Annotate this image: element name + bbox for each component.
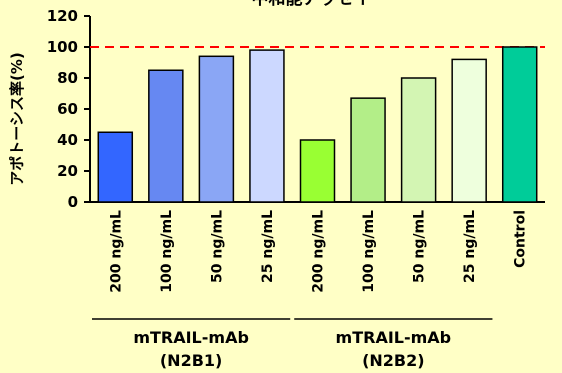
y-tick-label: 20 [57, 162, 78, 180]
y-axis-title: アポトーシス率(%) [8, 52, 26, 185]
group-label-line2: (N2B1) [160, 351, 222, 370]
y-tick-label: 60 [57, 100, 78, 118]
chart-title: 中和能アッセイ [252, 0, 371, 9]
category-label: 50 ng/mL [209, 210, 225, 283]
group-labels: mTRAIL-mAb (N2B1) mTRAIL-mAb (N2B2) [92, 318, 493, 370]
y-tick-label: 40 [57, 131, 78, 149]
y-tick-label: 80 [57, 69, 78, 87]
bars [97, 46, 538, 203]
bar [148, 69, 184, 203]
bar [198, 55, 235, 203]
category-label: 25 ng/mL [260, 210, 276, 283]
bar [400, 77, 437, 203]
y-tick-label: 100 [47, 38, 78, 56]
y-ticks: 0 20 40 60 80 100 120 [47, 7, 90, 211]
bar [451, 58, 487, 203]
bar [299, 139, 336, 203]
bar [249, 49, 285, 203]
group-label-line1: mTRAIL-mAb [133, 328, 249, 347]
category-label: 200 ng/mL [108, 210, 124, 293]
y-tick-label: 0 [68, 193, 78, 211]
y-tick-label: 120 [47, 7, 78, 25]
bar [350, 97, 386, 203]
category-label: 200 ng/mL [311, 210, 327, 293]
category-labels: 200 ng/mL 100 ng/mL 50 ng/mL 25 ng/mL 200 ng… [108, 210, 528, 293]
category-label: 100 ng/mL [159, 210, 175, 293]
y-axis-title-group: アポトーシス率(%) [8, 52, 26, 185]
category-label: 25 ng/mL [462, 210, 478, 283]
category-label: Control [513, 210, 529, 268]
category-label: 50 ng/mL [412, 210, 428, 283]
bar [97, 131, 134, 203]
bar [501, 46, 538, 203]
group-label-line2: (N2B2) [362, 351, 424, 370]
group-label-line1: mTRAIL-mAb [336, 328, 452, 347]
category-label: 100 ng/mL [361, 210, 377, 293]
